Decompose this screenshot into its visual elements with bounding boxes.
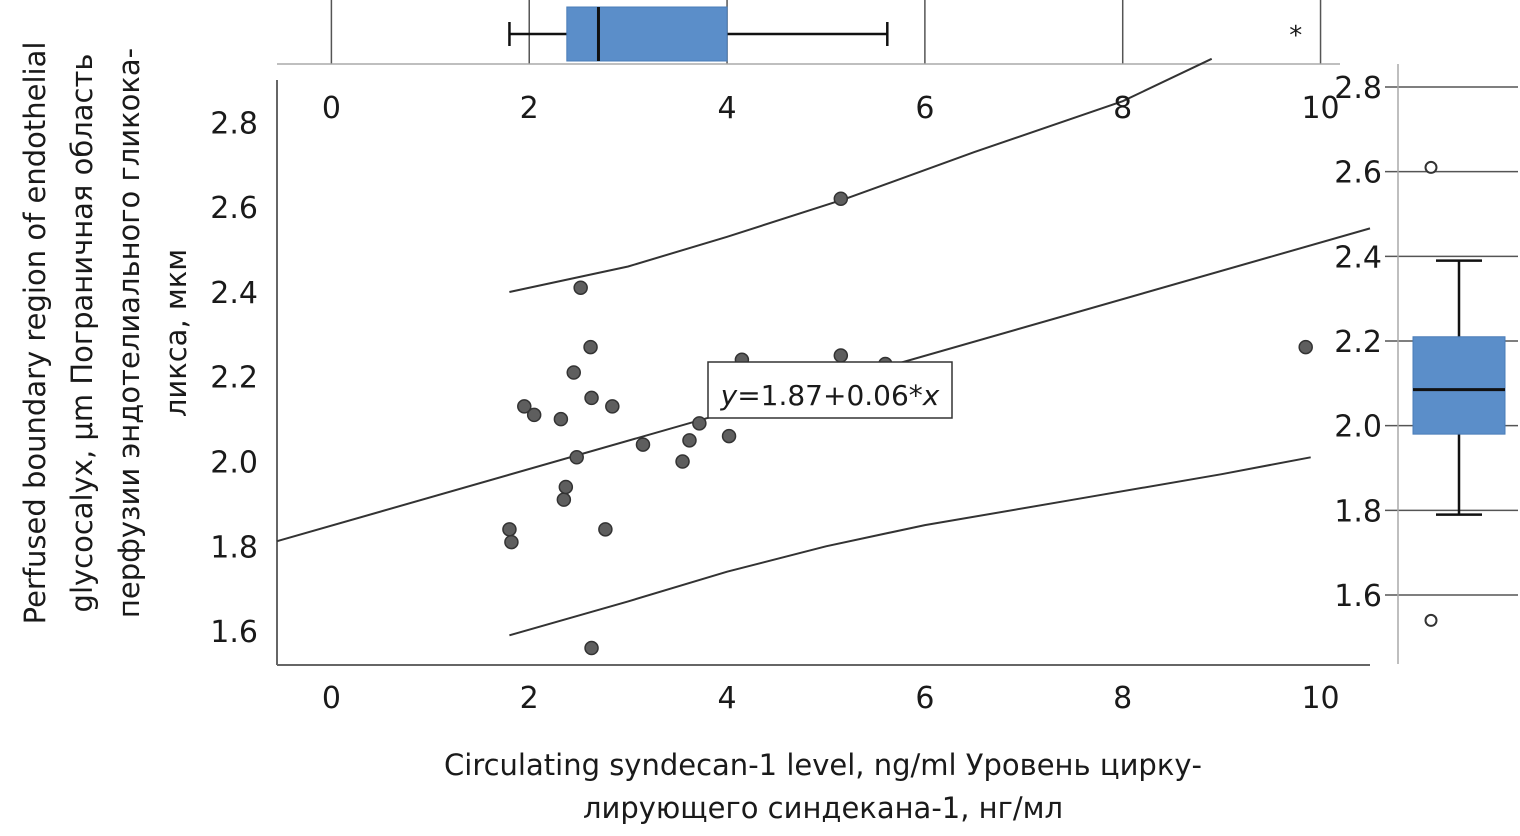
- axis-titles: Circulating syndecan-1 level, ng/ml Уров…: [18, 42, 1202, 825]
- y-axis-title: Perfused boundary region of endothelial g…: [18, 42, 193, 625]
- equation-x: x: [922, 379, 940, 412]
- y-tick-label: 2.2: [210, 361, 258, 396]
- y-tick-label: 2.8: [210, 106, 258, 141]
- y-box-tick-label: 2.4: [1334, 240, 1382, 275]
- confidence-band-lines: [509, 57, 1311, 637]
- data-point: [504, 534, 519, 550]
- data-point: [502, 522, 517, 537]
- data-point: [569, 450, 584, 465]
- equation-box: [707, 361, 953, 419]
- x-boxplot: *: [508, 6, 1302, 62]
- x-box-extreme-marker: *: [1289, 21, 1302, 51]
- data-point: [833, 348, 849, 363]
- equation-label: y=1.87+0.06*x: [720, 379, 940, 412]
- y-box-outlier: [1424, 160, 1438, 174]
- data-point: [833, 191, 849, 206]
- x-tick-label: 4: [718, 681, 737, 716]
- data-point: [526, 407, 542, 423]
- data-point: [584, 640, 599, 656]
- y-tick-label: 2.0: [210, 446, 258, 481]
- data-point: [1298, 339, 1313, 355]
- x-axis-title-line: Circulating syndecan-1 level, ng/ml Уров…: [444, 748, 1202, 782]
- x-box-tick-label: 10: [1301, 91, 1339, 126]
- data-point: [692, 416, 707, 431]
- y-axis-title-line: glycocalyx, μm Пограничная область: [65, 54, 99, 613]
- data-point: [584, 390, 599, 406]
- x-tick-label: 10: [1301, 681, 1339, 716]
- y-tick-label: 2.4: [210, 276, 258, 311]
- y-axis-title-line: ликса, мкм: [159, 249, 193, 417]
- data-point: [553, 411, 569, 427]
- data-point: [675, 454, 690, 469]
- x-box-tick-label: 8: [1113, 91, 1132, 126]
- equation-body: =1.87+0.06*: [737, 379, 923, 412]
- y-boxplot: [1412, 160, 1506, 627]
- x-box-tick-label: 6: [915, 91, 934, 126]
- data-point: [556, 492, 572, 507]
- data-point: [682, 433, 697, 448]
- equation-y: y: [720, 379, 738, 412]
- y-axis-title-line: Perfused boundary region of endothelial: [18, 42, 52, 625]
- data-point: [721, 428, 737, 444]
- y-box-iqr: [1412, 336, 1506, 435]
- data-point: [583, 339, 598, 355]
- regression-equation: y=1.87+0.06*x: [707, 361, 953, 419]
- x-box-tick-label: 2: [520, 91, 539, 126]
- y-box-tick-label: 2.0: [1334, 410, 1382, 445]
- x-axis-title-line: лирующего синдекана-1, нг/мл: [583, 791, 1063, 825]
- data-point: [558, 479, 574, 495]
- data-point: [605, 399, 620, 414]
- x-tick-label: 8: [1113, 681, 1132, 716]
- y-box-tick-label: 1.6: [1334, 579, 1382, 614]
- data-points: [502, 191, 1313, 656]
- data-point: [517, 399, 532, 414]
- confidence-band-upper: [509, 57, 1213, 293]
- axes: [276, 63, 1399, 666]
- data-point: [598, 522, 613, 537]
- y-tick-label: 1.8: [210, 530, 258, 565]
- y-box-tick-label: 2.8: [1334, 71, 1382, 106]
- y-axis-title-line: перфузии эндотелиального гликока-: [112, 48, 146, 618]
- data-point: [635, 437, 651, 452]
- y-box-tick-label: 2.6: [1334, 156, 1382, 191]
- data-point: [566, 365, 581, 380]
- x-tick-label: 6: [915, 681, 934, 716]
- data-point: [573, 280, 588, 295]
- x-box-tick-label: 0: [322, 91, 341, 126]
- x-box-iqr: [566, 6, 728, 62]
- x-box-tick-label: 4: [718, 91, 737, 126]
- x-tick-label: 0: [322, 681, 341, 716]
- y-tick-label: 1.6: [210, 615, 258, 650]
- x-tick-label: 2: [520, 681, 539, 716]
- y-box-tick-label: 1.8: [1334, 494, 1382, 529]
- tick-labels: 1.6 1.8 2.0 2.2 2.4 2.6 2.8 0 0 2 2 4 4 6 6 8 8 10 10 1.6 1.…: [210, 71, 1382, 716]
- y-box-outlier: [1424, 613, 1438, 627]
- y-tick-label: 2.6: [210, 191, 258, 226]
- y-box-tick-label: 2.2: [1334, 325, 1382, 360]
- confidence-band-lower: [509, 456, 1311, 637]
